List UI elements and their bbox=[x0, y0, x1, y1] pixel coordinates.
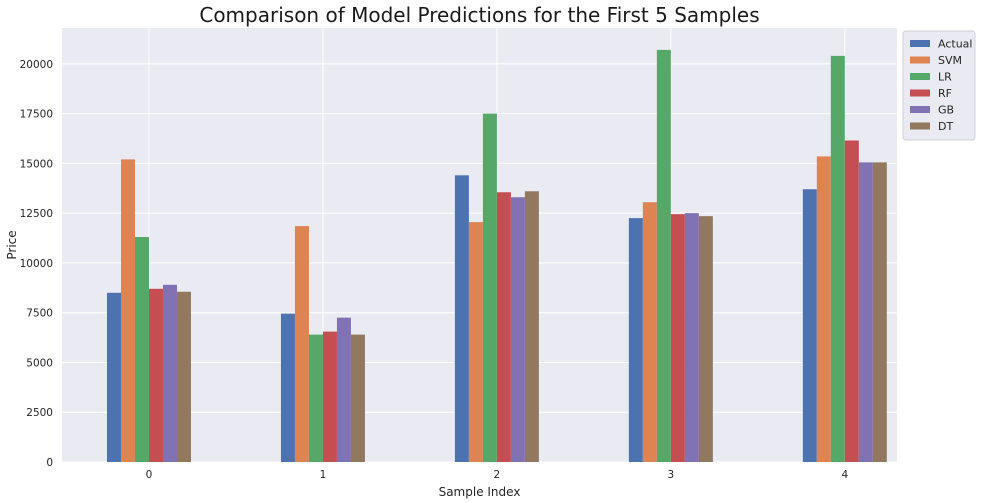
bar-dt-1 bbox=[350, 334, 365, 462]
bar-svm-2 bbox=[468, 222, 483, 462]
x-axis-label: Sample Index bbox=[439, 485, 521, 499]
chart-title: Comparison of Model Predictions for the … bbox=[199, 3, 759, 27]
bar-actual-4 bbox=[802, 189, 817, 462]
y-tick-label: 7500 bbox=[26, 308, 53, 320]
legend-swatch-gb bbox=[910, 106, 930, 113]
bar-lr-0 bbox=[134, 237, 149, 462]
bar-rf-3 bbox=[670, 214, 685, 462]
bars bbox=[106, 49, 887, 463]
bar-lr-4 bbox=[830, 55, 845, 463]
bar-dt-4 bbox=[872, 162, 887, 462]
legend-swatch-svm bbox=[910, 56, 930, 64]
bar-dt-3 bbox=[698, 216, 713, 462]
y-tick-label: 20000 bbox=[20, 59, 53, 71]
legend-label-dt: DT bbox=[938, 120, 953, 133]
y-tick-label: 10000 bbox=[20, 258, 53, 270]
y-axis-ticks: 0 2500 5000 7500 10000 12500 15000 17500 20000 bbox=[20, 59, 53, 469]
bar-gb-4 bbox=[858, 162, 873, 462]
legend-swatch-actual bbox=[910, 40, 930, 47]
bar-gb-3 bbox=[684, 213, 699, 462]
y-tick-label: 12500 bbox=[20, 208, 53, 220]
legend-label-actual: Actual bbox=[938, 38, 972, 51]
x-tick-label: 1 bbox=[320, 469, 327, 481]
bar-dt-0 bbox=[176, 291, 191, 462]
bar-lr-1 bbox=[308, 334, 323, 462]
bar-svm-3 bbox=[642, 202, 657, 462]
x-axis-ticks: 0 1 2 3 4 bbox=[146, 469, 849, 481]
x-tick-label: 3 bbox=[668, 469, 675, 481]
bar-lr-2 bbox=[482, 113, 497, 463]
legend: Actual SVM LR RF GB DT bbox=[902, 30, 976, 141]
bar-svm-4 bbox=[816, 156, 831, 462]
bar-actual-2 bbox=[454, 175, 469, 462]
bar-dt-2 bbox=[524, 191, 539, 462]
bar-actual-1 bbox=[280, 313, 295, 462]
legend-label-svm: SVM bbox=[938, 54, 962, 67]
legend-label-rf: RF bbox=[938, 87, 952, 100]
bar-rf-0 bbox=[148, 288, 163, 462]
bar-actual-3 bbox=[628, 218, 643, 462]
y-tick-label: 2500 bbox=[26, 407, 53, 419]
y-tick-label: 15000 bbox=[20, 158, 53, 170]
x-tick-label: 0 bbox=[146, 469, 153, 481]
legend-label-gb: GB bbox=[938, 104, 954, 117]
y-tick-label: 17500 bbox=[20, 109, 53, 121]
bar-svm-0 bbox=[120, 159, 135, 462]
bar-rf-2 bbox=[496, 192, 511, 463]
bar-gb-2 bbox=[510, 197, 525, 462]
bar-rf-1 bbox=[322, 331, 337, 462]
bar-svm-1 bbox=[294, 226, 309, 462]
bar-actual-0 bbox=[106, 292, 121, 462]
x-tick-label: 4 bbox=[841, 469, 848, 481]
x-tick-label: 2 bbox=[494, 469, 501, 481]
bar-gb-0 bbox=[162, 284, 177, 462]
bar-lr-3 bbox=[656, 49, 671, 463]
legend-swatch-rf bbox=[910, 89, 930, 97]
y-tick-label: 5000 bbox=[26, 357, 53, 369]
y-tick-label: 0 bbox=[46, 457, 53, 469]
bar-rf-4 bbox=[844, 140, 859, 463]
legend-swatch-lr bbox=[910, 73, 930, 80]
legend-swatch-dt bbox=[910, 122, 930, 130]
y-axis-label: Price bbox=[5, 230, 19, 259]
bar-gb-1 bbox=[336, 317, 351, 462]
legend-label-lr: LR bbox=[938, 71, 952, 84]
